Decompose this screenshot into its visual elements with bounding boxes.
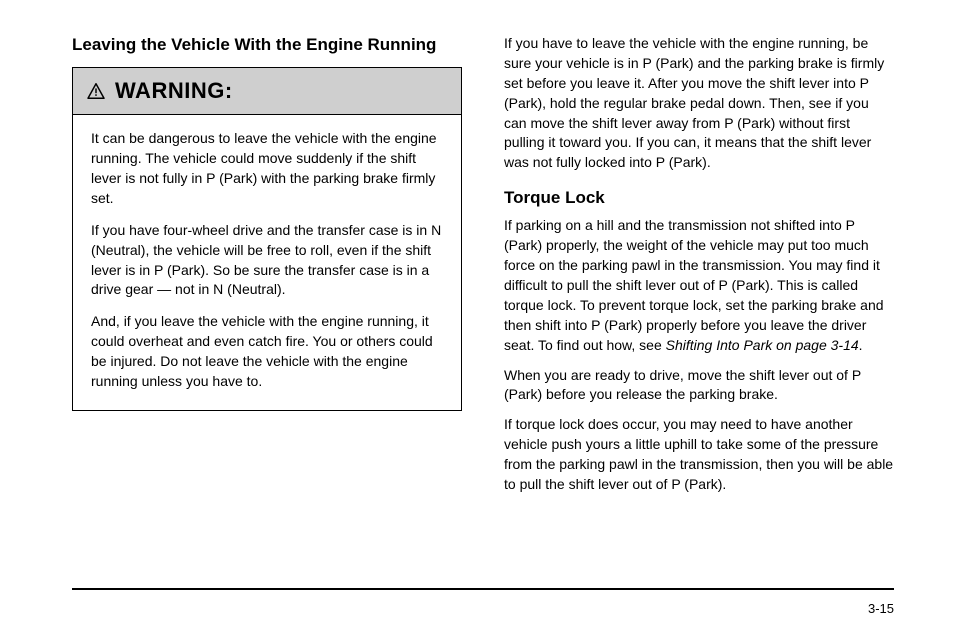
body-paragraph: If you have to leave the vehicle with th… bbox=[504, 34, 894, 173]
warning-box: WARNING: It can be dangerous to leave th… bbox=[72, 67, 462, 411]
warning-label: WARNING: bbox=[115, 78, 233, 104]
cross-reference: Shifting Into Park on page 3-14 bbox=[666, 337, 859, 353]
warning-paragraph: And, if you leave the vehicle with the e… bbox=[91, 312, 443, 392]
section-heading-leaving-vehicle: Leaving the Vehicle With the Engine Runn… bbox=[72, 34, 462, 55]
page-content: Leaving the Vehicle With the Engine Runn… bbox=[0, 0, 954, 505]
footer-rule bbox=[72, 588, 894, 590]
warning-paragraph: It can be dangerous to leave the vehicle… bbox=[91, 129, 443, 209]
section-heading-torque-lock: Torque Lock bbox=[504, 187, 894, 208]
page-number: 3-15 bbox=[868, 601, 894, 616]
warning-triangle-icon bbox=[87, 83, 105, 99]
body-text-span: . bbox=[859, 337, 863, 353]
body-paragraph: If torque lock does occur, you may need … bbox=[504, 415, 894, 495]
body-text-span: If parking on a hill and the transmissio… bbox=[504, 217, 884, 352]
left-column: Leaving the Vehicle With the Engine Runn… bbox=[72, 34, 462, 505]
body-paragraph: If parking on a hill and the transmissio… bbox=[504, 216, 894, 355]
body-paragraph: When you are ready to drive, move the sh… bbox=[504, 366, 894, 406]
warning-paragraph: If you have four-wheel drive and the tra… bbox=[91, 221, 443, 301]
right-column: If you have to leave the vehicle with th… bbox=[504, 34, 894, 505]
warning-header: WARNING: bbox=[73, 68, 461, 115]
warning-body: It can be dangerous to leave the vehicle… bbox=[73, 115, 461, 410]
